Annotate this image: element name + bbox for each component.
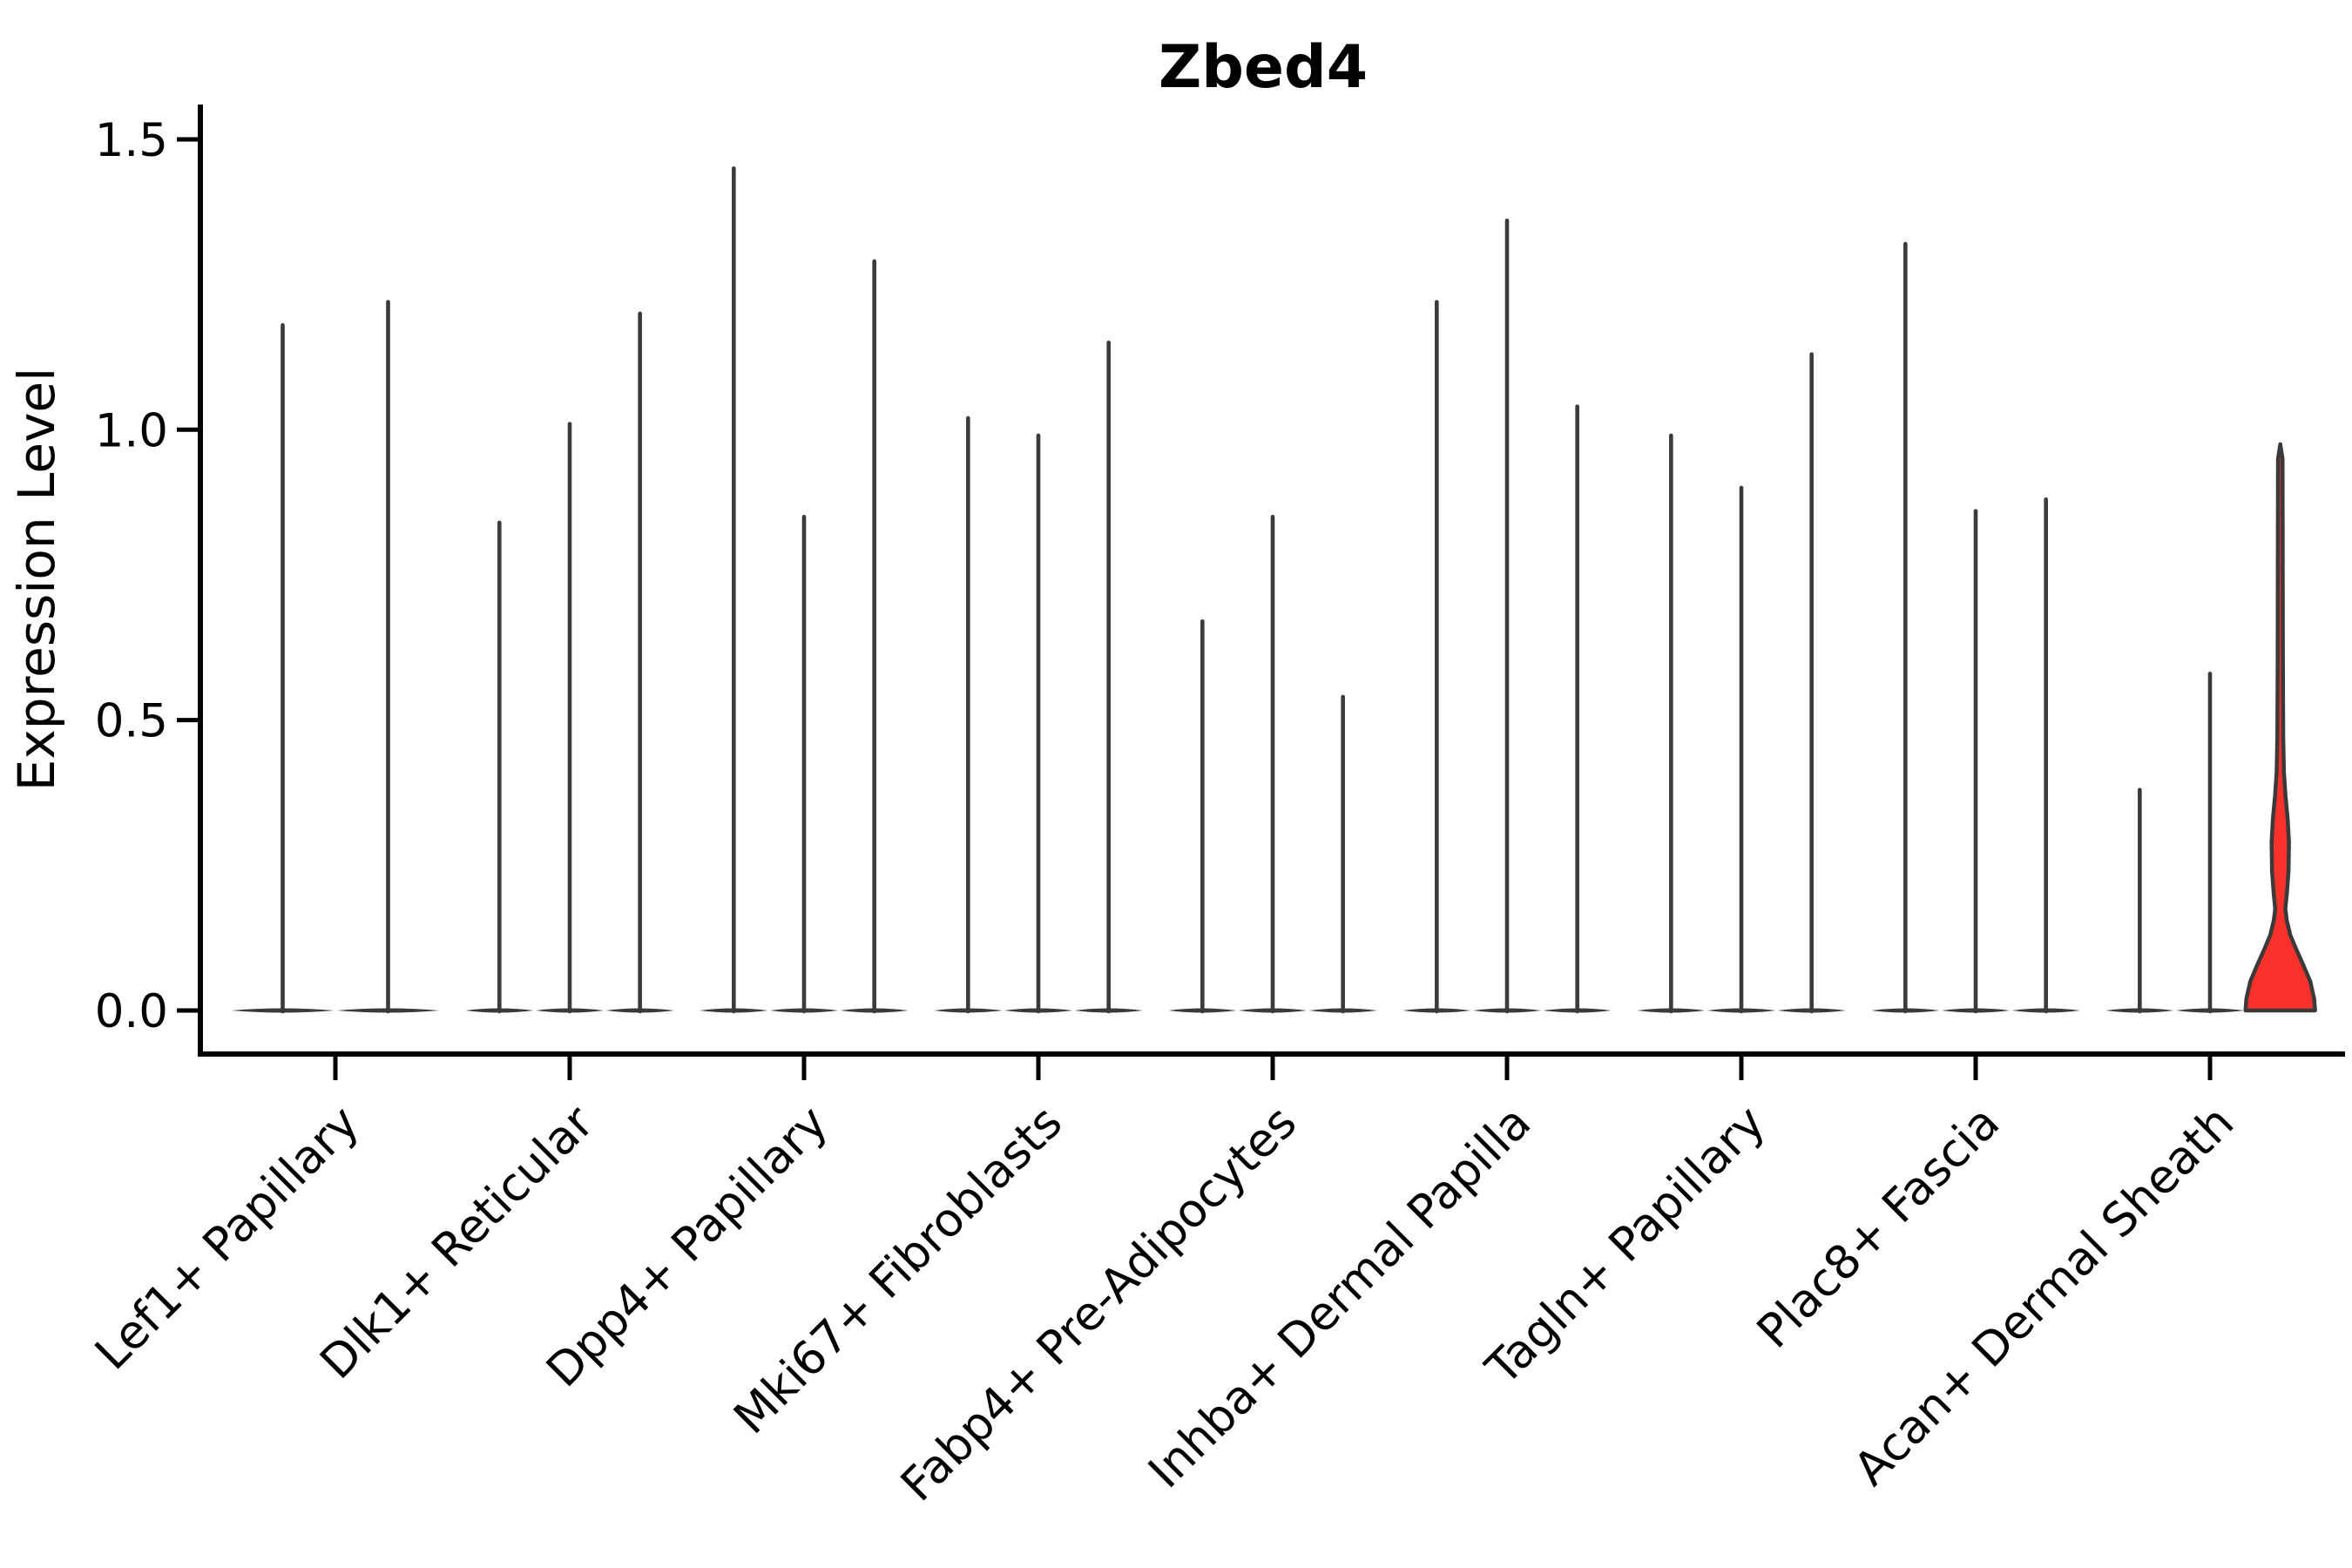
chart-title: Zbed4 [1159, 33, 1368, 102]
x-axis-tick-label: Inhba+ Dermal Papilla [1139, 1096, 1541, 1498]
x-axis-tick-label: Fabp4+ Pre-Adipocytes [891, 1096, 1307, 1511]
x-axis-tick-label: Acan+ Dermal Sheath [1844, 1096, 2244, 1496]
y-axis-label: Expression Level [7, 368, 66, 791]
y-axis-tick-label: 1.0 [95, 404, 168, 457]
y-axis-tick-label: 1.5 [95, 114, 168, 167]
x-axis-tick-label: Plac8+ Fascia [1747, 1096, 2010, 1358]
y-axis-tick-label: 0.0 [95, 985, 168, 1038]
y-axis-tick-label: 0.5 [95, 695, 168, 748]
violin-highlight [2243, 442, 2317, 1013]
